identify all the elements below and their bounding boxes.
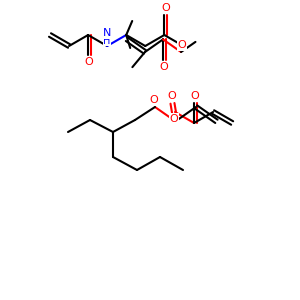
Text: O: O	[161, 3, 170, 13]
Text: O: O	[150, 95, 158, 105]
Text: O: O	[169, 114, 178, 124]
Text: O: O	[191, 91, 200, 101]
Text: H: H	[103, 36, 111, 46]
Text: O: O	[178, 40, 186, 50]
Text: O: O	[85, 57, 94, 67]
Text: N: N	[103, 28, 111, 38]
Text: O: O	[160, 62, 168, 72]
Text: O: O	[167, 91, 176, 101]
